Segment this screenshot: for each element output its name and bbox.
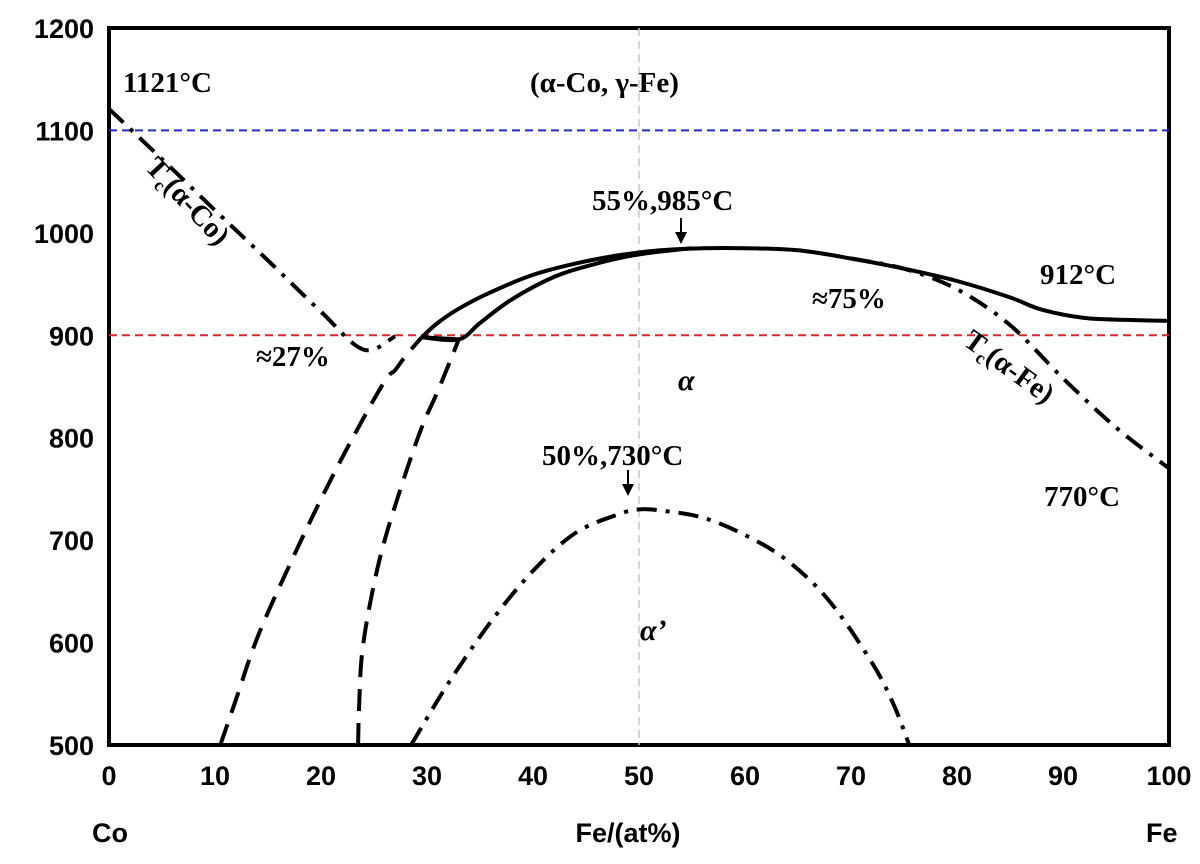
annotation-peak-730: 50%,730°C [542,440,683,472]
arrow-730 [622,470,634,496]
x-end-left-label: Co [92,818,128,848]
x-tick-label: 90 [1048,761,1078,791]
curve-6-dashed [356,338,461,746]
annotation-peak-985: 55%,985°C [592,185,733,217]
x-tick-label: 0 [101,761,116,791]
x-tick-labels: 0 10 20 30 40 50 60 70 80 90 100 [101,761,1191,791]
x-axis-title: Fe/(at%) [575,818,680,848]
x-tick-label: 80 [942,761,972,791]
y-tick-label: 600 [49,629,94,659]
y-tick-label: 700 [49,526,94,556]
y-tick-labels: 500 600 700 800 900 1000 1100 1200 [34,14,94,761]
annotation-1121: 1121°C [123,67,212,99]
annotation-tc-co: Tc(α-Co) [137,151,236,254]
y-tick-label: 500 [49,731,94,761]
x-tick-label: 40 [518,761,548,791]
x-tick-label: 60 [730,761,760,791]
y-tick-label: 800 [49,424,94,454]
x-end-right-label: Fe [1146,818,1178,848]
y-tick-label: 1200 [34,14,94,44]
x-tick-label: 50 [624,761,654,791]
annotation-770: 770°C [1044,481,1120,513]
y-tick-label: 1000 [34,219,94,249]
y-tick-label: 1100 [35,116,94,146]
annotation-912: 912°C [1040,259,1116,291]
curves [107,107,1171,747]
annotation-75pct: ≈75% [812,283,886,315]
curve-2-solid [421,335,459,342]
y-tick-label: 900 [49,321,94,351]
x-tick-label: 20 [306,761,336,791]
curve-5-dashed [218,336,424,746]
annotation-tc-fe: Tc(α-Fe) [956,324,1060,413]
x-tick-label: 100 [1146,761,1191,791]
annotation-gamma-region: (α-Co, γ-Fe) [530,67,679,99]
annotation-27pct: ≈27% [256,341,330,373]
curve-0-solid [420,245,1170,339]
x-tick-label: 30 [412,761,442,791]
arrow-985 [675,218,687,244]
curve-4-dashdot [850,256,1171,470]
x-tick-label: 10 [200,761,230,791]
annotation-alpha-prime: α’ [640,614,667,647]
reference-lines [109,28,1169,745]
curve-1-solid [421,246,693,343]
curve-3-dashdot [107,107,397,353]
x-tick-label: 70 [836,761,866,791]
annotation-alpha: α [678,364,695,397]
